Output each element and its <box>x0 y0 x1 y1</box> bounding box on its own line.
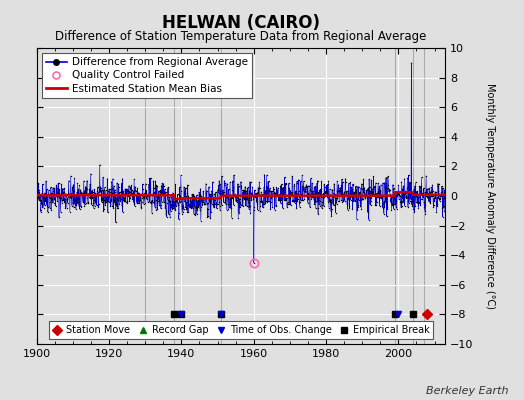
Y-axis label: Monthly Temperature Anomaly Difference (°C): Monthly Temperature Anomaly Difference (… <box>485 83 495 309</box>
Legend: Station Move, Record Gap, Time of Obs. Change, Empirical Break: Station Move, Record Gap, Time of Obs. C… <box>49 321 433 339</box>
Text: Difference of Station Temperature Data from Regional Average: Difference of Station Temperature Data f… <box>56 30 427 43</box>
Text: Berkeley Earth: Berkeley Earth <box>426 386 508 396</box>
Text: HELWAN (CAIRO): HELWAN (CAIRO) <box>162 14 320 32</box>
